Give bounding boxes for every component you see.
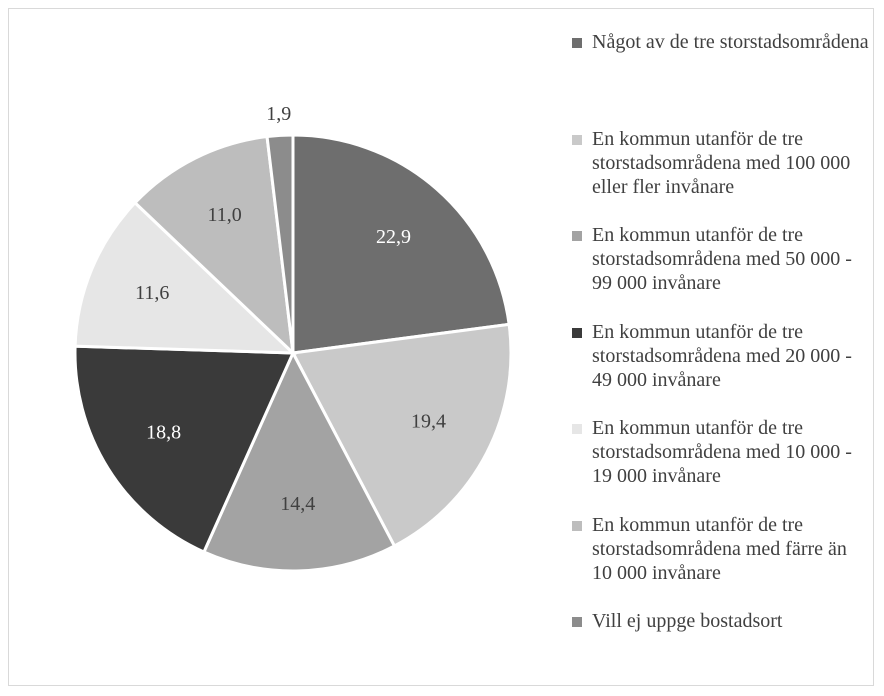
legend-swatch: [572, 38, 582, 48]
pie-slice: [291, 133, 511, 355]
legend-item: En kommun utanför de tre storstadsområde…: [570, 416, 870, 488]
data-label: 22,9: [376, 226, 411, 248]
legend-swatch: [572, 327, 582, 338]
legend-label: En kommun utanför de tre storstadsområde…: [592, 417, 852, 487]
legend-swatch: [572, 231, 582, 241]
legend-item: Vill ej uppge bostadsort: [570, 609, 870, 633]
legend-label: En kommun utanför de tre storstadsområde…: [592, 224, 852, 294]
chart-frame: [8, 8, 874, 686]
pie-slice: [265, 133, 295, 354]
legend-item: Något av de tre storstadsområdena: [570, 30, 870, 54]
data-label: 14,4: [280, 493, 315, 515]
data-label: 18,8: [146, 422, 181, 444]
legend-swatch: [572, 617, 582, 627]
legend-label: Vill ej uppge bostadsort: [592, 610, 783, 632]
data-label: 1,9: [266, 103, 291, 125]
data-label: 19,4: [411, 411, 446, 433]
legend-item: En kommun utanför de tre storstadsområde…: [570, 513, 870, 585]
legend-label: En kommun utanför de tre storstadsområde…: [592, 320, 852, 391]
legend-swatch: [572, 134, 582, 145]
pie-slice: [73, 200, 297, 355]
legend-item: En kommun utanför de tre storstadsområde…: [570, 320, 870, 392]
legend-item: En kommun utanför de tre storstadsområde…: [570, 127, 870, 199]
legend-label: En kommun utanför de tre storstadsområde…: [592, 127, 851, 198]
legend-item: En kommun utanför de tre storstadsområde…: [570, 223, 870, 295]
legend-swatch: [572, 520, 582, 531]
pie-slice: [132, 134, 295, 357]
data-label: 11,0: [207, 204, 241, 226]
pie-slice: [73, 344, 296, 554]
data-label: 11,6: [135, 282, 169, 304]
pie-slice: [290, 322, 513, 549]
legend-label: En kommun utanför de tre storstadsområde…: [592, 513, 847, 584]
pie-slice: [201, 349, 397, 573]
legend-label: Något av de tre storstadsområdena: [592, 31, 869, 53]
legend-swatch: [572, 424, 582, 434]
